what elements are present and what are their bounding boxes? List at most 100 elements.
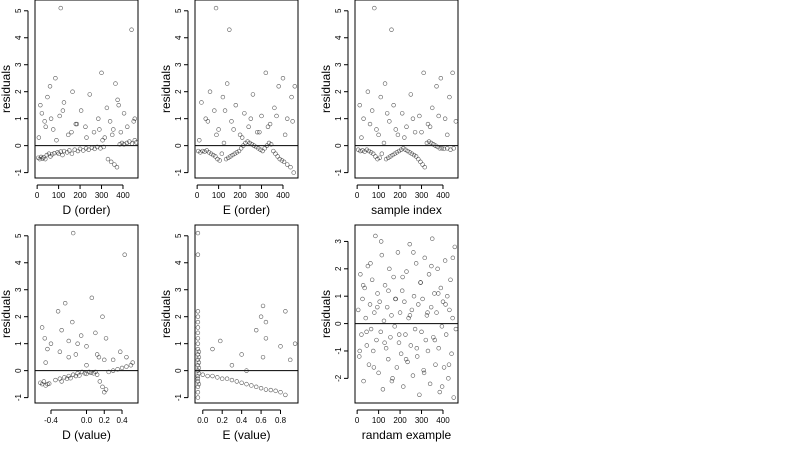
data-point (121, 142, 127, 147)
data-point (281, 159, 287, 165)
data-point (195, 395, 201, 400)
data-point (416, 302, 421, 307)
y-tick-label: 3 (334, 62, 343, 67)
data-point (280, 76, 286, 81)
data-point (83, 146, 89, 151)
data-point (45, 346, 50, 352)
y-tick-label: 4 (174, 260, 183, 265)
data-point (395, 132, 401, 138)
data-point (211, 152, 216, 158)
data-point (422, 255, 427, 261)
data-point (129, 27, 134, 32)
data-point (37, 156, 42, 162)
data-point (419, 129, 424, 135)
data-point (435, 266, 440, 272)
y-tick-label: 2 (334, 266, 343, 271)
data-point (445, 294, 450, 299)
data-point (59, 379, 64, 384)
data-point (412, 129, 418, 135)
data-point (359, 135, 364, 140)
data-point (384, 304, 390, 310)
data-point (122, 252, 127, 257)
data-point (121, 111, 127, 116)
y-tick-label: -1 (334, 347, 343, 355)
data-point (195, 230, 201, 236)
data-point (243, 140, 248, 146)
data-point (437, 146, 442, 151)
data-point (364, 147, 370, 152)
y-tick-label: 3 (174, 287, 183, 292)
data-point (367, 121, 373, 127)
data-point (124, 140, 130, 146)
data-point (425, 348, 431, 354)
data-point (424, 313, 430, 318)
data-point (129, 141, 135, 146)
data-point (70, 319, 75, 325)
data-point (394, 150, 400, 155)
y-tick-label: 0 (14, 143, 23, 148)
y-tick-label: 1 (334, 116, 343, 121)
data-point (62, 301, 68, 306)
data-point (401, 384, 406, 389)
data-point (224, 81, 230, 86)
data-point (394, 365, 400, 370)
data-point (406, 315, 411, 321)
data-point (196, 360, 202, 365)
data-point (388, 335, 393, 340)
data-point (264, 143, 270, 148)
data-point (51, 127, 56, 132)
data-point (266, 140, 272, 146)
data-point (357, 102, 362, 108)
data-point (213, 5, 219, 11)
data-point (418, 280, 423, 285)
data-point (374, 337, 379, 343)
x-axis-label: E (order) (223, 203, 270, 217)
data-point (258, 147, 263, 152)
data-point (69, 151, 75, 156)
data-point (195, 352, 201, 357)
data-point (263, 319, 269, 325)
data-point (375, 156, 380, 162)
data-point (113, 81, 118, 86)
data-point (442, 116, 448, 121)
data-point (434, 84, 439, 89)
data-point (364, 343, 370, 348)
data-point (401, 146, 406, 151)
data-point (440, 299, 446, 304)
x-tick-label: 200 (73, 191, 87, 200)
data-point (125, 124, 130, 129)
data-point (78, 108, 84, 113)
data-point (196, 148, 201, 154)
data-point (379, 252, 385, 258)
data-point (273, 151, 278, 156)
data-point (358, 272, 363, 277)
data-point (55, 309, 61, 314)
x-tick-label: 200 (393, 416, 407, 425)
y-tick-label: 3 (334, 239, 343, 244)
data-point (396, 148, 402, 154)
data-point (195, 363, 201, 368)
data-point (70, 230, 76, 236)
data-point (282, 132, 288, 138)
data-point (102, 390, 107, 395)
data-point (77, 373, 82, 378)
data-point (413, 154, 419, 159)
data-point (47, 381, 52, 386)
data-point (260, 354, 266, 360)
x-tick-label: 0 (195, 191, 200, 200)
x-tick-label: 0 (35, 191, 40, 200)
data-point (429, 263, 434, 269)
y-tick-label: 0 (174, 143, 183, 148)
data-point (210, 346, 215, 352)
data-point (375, 304, 380, 310)
data-point (200, 372, 205, 377)
data-point (84, 135, 89, 140)
x-tick-label: 0.8 (275, 416, 287, 425)
data-point (195, 252, 201, 257)
data-point (195, 384, 201, 390)
data-point (131, 119, 136, 124)
data-point (66, 354, 71, 360)
y-tick-label: 3 (14, 287, 23, 292)
data-point (398, 147, 404, 152)
data-point (103, 336, 109, 341)
